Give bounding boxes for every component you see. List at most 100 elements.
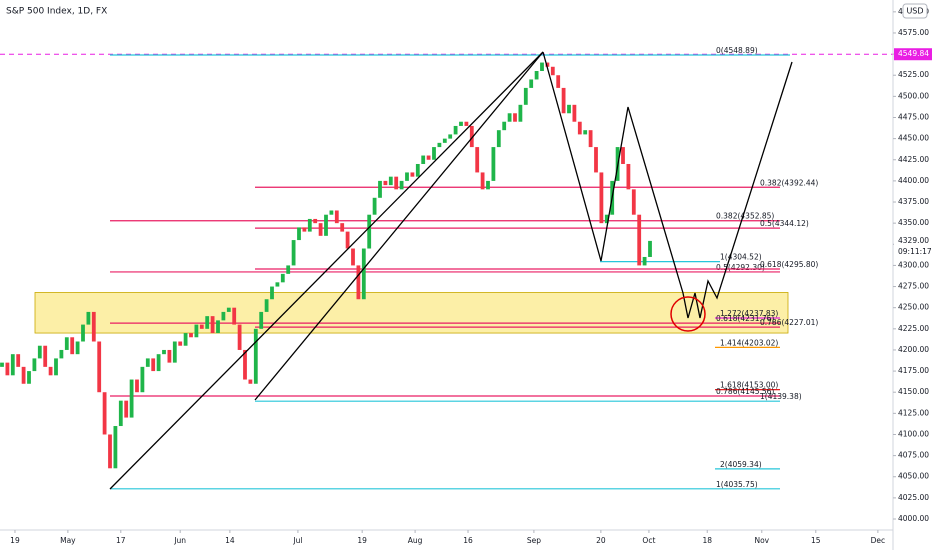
candle-body — [345, 231, 350, 249]
candle-body — [518, 104, 523, 122]
x-tick-label: Aug — [408, 536, 423, 545]
candle-body — [496, 130, 501, 148]
candle-body — [642, 256, 647, 266]
candle-body — [162, 349, 166, 355]
candle-body — [453, 125, 458, 135]
candle-body — [367, 214, 372, 249]
candle-body — [567, 104, 571, 114]
candle-body — [280, 273, 285, 283]
fib-label: 0.786(4227.01) — [760, 318, 818, 327]
y-tick-label: 4425.00 — [898, 155, 929, 164]
candle-body — [5, 362, 10, 376]
y-tick-label: 4100.00 — [898, 429, 929, 438]
candle-body — [599, 172, 604, 224]
y-tick-label: 4350.00 — [898, 218, 929, 227]
candle-body — [399, 180, 404, 190]
candle-body — [502, 121, 507, 131]
candle-body — [16, 354, 21, 367]
fib-label: 1(4139.38) — [760, 392, 802, 401]
candle-body — [302, 227, 307, 232]
candle-body — [556, 75, 561, 88]
candle-body — [318, 223, 323, 236]
candle-body — [351, 248, 355, 266]
target-circle — [670, 296, 706, 332]
fib-label: 2(4059.34) — [720, 460, 762, 469]
candle-body — [583, 130, 588, 135]
candle-body — [194, 324, 199, 338]
fib-label: 0.786(4145.56) — [716, 387, 774, 396]
candle-body — [378, 180, 382, 198]
candle-body — [59, 349, 64, 359]
candle-body — [405, 172, 409, 181]
currency: USD — [906, 7, 923, 16]
fib-label: 0.618(4295.80) — [760, 260, 818, 269]
candle-body — [253, 328, 258, 384]
candle-body — [97, 341, 102, 393]
x-tick-label: 15 — [811, 536, 821, 545]
drawing-layer — [109, 51, 793, 490]
candle-body — [124, 400, 129, 418]
y-tick-label: 4275.00 — [898, 282, 929, 291]
candle-body — [178, 341, 183, 346]
x-tick-label: 19 — [10, 536, 20, 545]
candle-body — [81, 324, 85, 342]
x-tick-label: Sep — [527, 536, 541, 545]
y-tick-label: 4050.00 — [898, 472, 929, 481]
candle-body — [588, 130, 593, 148]
x-tick-label: Oct — [642, 536, 655, 545]
candle-body — [442, 138, 447, 143]
candle-body — [297, 227, 301, 241]
candle-body — [648, 240, 652, 257]
y-tick-label: 4500.00 — [898, 91, 929, 100]
candle-body — [307, 218, 312, 232]
candle-body — [248, 379, 253, 384]
last-price-tag — [894, 234, 932, 259]
y-tick-label: 4225.00 — [898, 324, 929, 333]
candle-body — [491, 147, 496, 181]
candle-body — [561, 87, 566, 114]
trend-line — [109, 51, 544, 490]
candle-body — [210, 316, 215, 334]
candle-body — [189, 333, 193, 338]
candle-body — [324, 214, 328, 236]
candle-body — [156, 354, 161, 372]
price-axis-bg — [894, 0, 932, 550]
last-price-label: 4329.00 — [898, 236, 929, 245]
support-zone — [34, 292, 789, 334]
candle-body — [572, 104, 577, 122]
candle-body — [394, 176, 399, 190]
candle-body — [594, 147, 598, 173]
fib-label: 1.618(4153.00) — [720, 381, 778, 390]
y-tick-label: 4200.00 — [898, 345, 929, 354]
candle-body — [270, 286, 274, 300]
y-tick-label: 4300.00 — [898, 260, 929, 269]
candle-body — [631, 189, 636, 215]
candle-body — [432, 147, 436, 160]
currency-box[interactable] — [902, 3, 928, 19]
candle-body — [10, 354, 15, 376]
candle-body — [145, 358, 150, 367]
trend-line — [254, 51, 544, 401]
candle-body — [118, 400, 123, 427]
candle-body — [48, 366, 53, 376]
x-tick-label: Jun — [173, 536, 186, 545]
y-tick-label: 4525.00 — [898, 70, 929, 79]
candle-body — [480, 172, 485, 190]
candle-body — [129, 379, 134, 418]
fib-label: 1(4304.52) — [720, 253, 762, 262]
candle-body — [86, 311, 91, 325]
countdown: 09:11:17 — [898, 247, 932, 256]
candle-body — [626, 163, 631, 190]
y-tick-label: 4475.00 — [898, 112, 929, 121]
x-tick-label: 17 — [116, 536, 126, 545]
candle-body — [459, 121, 463, 126]
candle-body — [464, 121, 469, 126]
candle-body — [232, 307, 237, 325]
candle-body — [102, 392, 107, 435]
candle-body — [243, 349, 247, 380]
candle-body — [621, 147, 625, 164]
y-tick-label: 4125.00 — [898, 408, 929, 417]
candle-body — [275, 282, 280, 287]
candle-body — [475, 147, 480, 173]
